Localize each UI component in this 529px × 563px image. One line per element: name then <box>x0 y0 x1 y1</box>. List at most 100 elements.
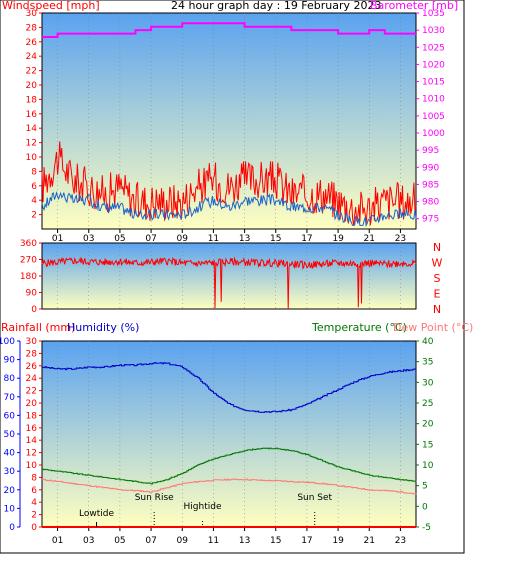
windspeed-tick-label: 12 <box>26 139 37 149</box>
wind-x-tick-label: 21 <box>364 234 375 244</box>
annotation-label: Sun Rise <box>135 493 174 503</box>
direction-series <box>41 256 417 310</box>
rainfall-tick-label: 0 <box>31 523 37 533</box>
direction-tick-label: 180 <box>20 272 37 282</box>
barometer-tick-label: 1035 <box>422 9 445 19</box>
temp-x-tick-label: 13 <box>239 536 250 546</box>
temp-x-tick-labels: 01 03 05 07 09 11 13 15 17 19 21 23 <box>52 536 406 546</box>
temperature-tick-label: 40 <box>422 337 434 347</box>
temp-x-tick-label: 01 <box>52 536 63 546</box>
direction-tick-label: 0 <box>31 305 37 315</box>
temp-x-tick-label: 09 <box>177 536 189 546</box>
temperature-tick-label: 35 <box>422 358 433 368</box>
rainfall-tick-label: 16 <box>26 424 38 434</box>
temp-x-tick-label: 21 <box>364 536 375 546</box>
compass-label: E <box>434 288 441 301</box>
wind-x-tick-label: 17 <box>301 234 312 244</box>
temp-x-tick-label: 23 <box>395 536 406 546</box>
barometer-tick-label: 980 <box>422 198 439 208</box>
windspeed-tick-label: 24 <box>26 52 38 62</box>
rainfall-tick-label: 30 <box>26 337 38 347</box>
windspeed-tick-label: 16 <box>26 110 38 120</box>
rainfall-axis-label: Rainfall (mm) <box>1 321 75 334</box>
temperature-tick-label: 30 <box>422 378 434 388</box>
wind-x-tick-label: 15 <box>270 234 281 244</box>
wind-x-tick-label: 13 <box>239 234 250 244</box>
compass-label: W <box>432 257 443 270</box>
humidity-tick-label: 30 <box>4 467 16 477</box>
rainfall-tick-label: 20 <box>26 399 38 409</box>
temperature-tick-label: 15 <box>422 440 433 450</box>
temp-x-tick-label: 17 <box>301 536 312 546</box>
humidity-tick-label: 40 <box>4 449 16 459</box>
wind-x-tick-label: 07 <box>145 234 156 244</box>
rainfall-tick-label: 4 <box>31 498 37 508</box>
annotation-label: Lowtide <box>79 509 114 519</box>
temp-x-tick-label: 11 <box>208 536 219 546</box>
compass-label: N <box>433 241 441 254</box>
windspeed-axis-label: Windspeed [mph] <box>2 0 100 12</box>
chart-title: 24 hour graph day : 19 February 2023 <box>171 0 382 12</box>
temperature-tick-label: -5 <box>422 523 431 533</box>
humidity-tick-labels: 0 10 20 30 40 50 60 70 80 90 100 <box>0 337 20 533</box>
compass-label: S <box>434 272 441 285</box>
temp-plot-grid <box>57 341 401 531</box>
temperature-tick-label: 10 <box>422 461 434 471</box>
humidity-tick-label: 10 <box>4 504 16 514</box>
humidity-tick-label: 90 <box>4 356 16 366</box>
rainfall-tick-label: 18 <box>26 411 38 421</box>
rainfall-tick-label: 8 <box>31 473 37 483</box>
windspeed-tick-label: 30 <box>26 9 38 19</box>
humidity-tick-label: 100 <box>0 337 15 347</box>
rainfall-tick-label: 22 <box>26 387 37 397</box>
windspeed-tick-label: 2 <box>31 211 37 221</box>
sun-tide-annotations: Lowtide Sun Rise Hightide Sun Set <box>79 493 333 527</box>
temp-x-tick-label: 03 <box>83 536 94 546</box>
windspeed-tick-label: 6 <box>31 182 37 192</box>
barometer-tick-label: 1010 <box>422 95 445 105</box>
rainfall-tick-label: 28 <box>26 349 38 359</box>
humidity-tick-label: 50 <box>4 430 16 440</box>
rainfall-tick-label: 26 <box>26 362 38 372</box>
direction-tick-labels: 0 90 180 270 360 <box>20 239 42 315</box>
barometer-tick-label: 1015 <box>422 78 445 88</box>
barometer-tick-label: 1025 <box>422 43 445 53</box>
humidity-tick-label: 70 <box>4 393 16 403</box>
temperature-tick-labels: -5 0 5 10 15 20 25 30 35 40 <box>416 337 434 533</box>
annotation-label: Hightide <box>184 502 222 512</box>
windspeed-tick-label: 22 <box>26 67 37 77</box>
rainfall-tick-label: 24 <box>26 374 38 384</box>
barometer-tick-labels: 975 980 985 990 995 1000 1005 1010 1015 1020 1025 1… <box>416 9 445 225</box>
windspeed-tick-label: 8 <box>31 167 37 177</box>
temp-x-tick-label: 07 <box>145 536 156 546</box>
barometer-tick-label: 975 <box>422 215 439 225</box>
humidity-tick-label: 0 <box>9 523 15 533</box>
temp-x-tick-label: 05 <box>114 536 125 546</box>
barometer-tick-label: 1000 <box>422 129 445 139</box>
rainfall-tick-label: 12 <box>26 449 37 459</box>
wind-x-tick-label: 23 <box>395 234 406 244</box>
wind-x-tick-label: 05 <box>114 234 125 244</box>
dew-point-axis-label: Dew Point (°C) <box>393 321 473 334</box>
temperature-tick-label: 25 <box>422 399 433 409</box>
temp-x-tick-label: 19 <box>332 536 344 546</box>
rainfall-tick-label: 6 <box>31 486 37 496</box>
wind-x-tick-label: 03 <box>83 234 94 244</box>
direction-tick-label: 270 <box>20 256 37 266</box>
direction-tick-label: 360 <box>20 239 37 249</box>
humidity-tick-label: 80 <box>4 374 16 384</box>
compass-label: N <box>433 303 441 316</box>
windspeed-tick-label: 14 <box>26 124 38 134</box>
barometer-tick-label: 1030 <box>422 26 445 36</box>
wind-x-tick-label: 09 <box>177 234 189 244</box>
dew-point-line <box>42 478 417 495</box>
wind-average-line <box>41 190 417 227</box>
temperature-axis-label: Temperature (°C) <box>311 321 407 334</box>
temperature-tick-label: 5 <box>422 482 428 492</box>
wind-x-tick-label: 01 <box>52 234 63 244</box>
